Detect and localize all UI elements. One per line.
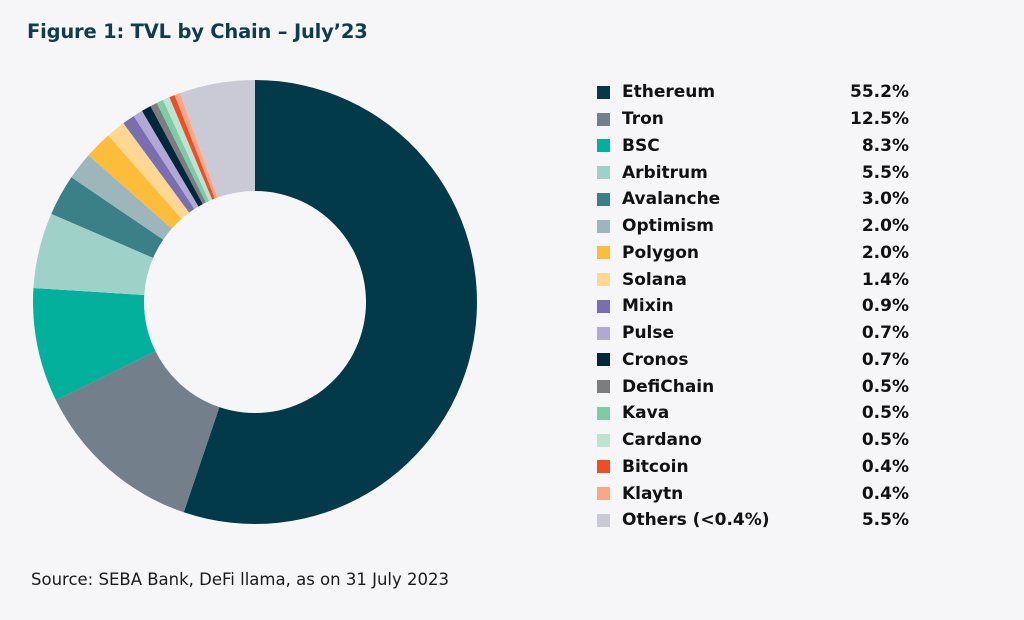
legend-value: 12.5%: [850, 109, 909, 130]
legend-swatch: [597, 380, 610, 394]
donut-slice-mixin: [123, 116, 195, 213]
legend-item: Ethereum 55.2%: [597, 79, 909, 106]
legend-label: Tron: [622, 109, 664, 130]
legend-swatch: [597, 513, 610, 527]
legend-label: Mixin: [622, 296, 674, 317]
legend-value: 0.7%: [861, 323, 909, 344]
legend-label: DefiChain: [622, 376, 715, 397]
legend-value: 0.7%: [861, 349, 909, 370]
legend-swatch: [597, 166, 610, 180]
legend-item: Cronos 0.7%: [597, 347, 909, 374]
legend-item: DefiChain 0.5%: [597, 373, 909, 400]
legend-value: 0.4%: [861, 483, 909, 504]
legend-item: Others (<0.4%) 5.5%: [597, 507, 909, 534]
legend-swatch: [597, 487, 610, 501]
legend-label: Cronos: [622, 349, 689, 370]
legend-label: Ethereum: [622, 82, 716, 103]
donut-slice-solana: [108, 123, 190, 219]
legend-item: Bitcoin 0.4%: [597, 454, 909, 481]
legend-value: 8.3%: [861, 135, 909, 156]
legend-value: 5.5%: [861, 510, 909, 531]
chart-legend: Ethereum 55.2% Tron 12.5% BSC 8.3% Arbitrum 5.5…: [597, 79, 909, 534]
legend-swatch: [597, 460, 610, 474]
donut-slice-ethereum: [183, 80, 478, 524]
legend-item: Tron 12.5%: [597, 106, 909, 133]
legend-item: Avalanche 3.0%: [597, 186, 909, 213]
legend-swatch: [597, 299, 610, 313]
legend-label: Cardano: [622, 430, 702, 451]
donut-slice-cronos: [141, 106, 203, 207]
legend-item: Cardano 0.5%: [597, 427, 909, 454]
donut-slice-bsc: [32, 288, 156, 401]
legend-value: 5.5%: [861, 162, 909, 183]
legend-swatch: [597, 85, 610, 99]
donut-slice-tron: [55, 351, 220, 513]
donut-slice-others-0-4: [179, 80, 255, 198]
donut-slice-bitcoin: [169, 95, 215, 200]
legend-value: 3.0%: [861, 189, 909, 210]
donut-slice-arbitrum: [33, 213, 154, 296]
chart-title: Figure 1: TVL by Chain – July’23: [27, 20, 368, 43]
legend-value: 0.9%: [861, 296, 909, 317]
legend-value: 0.4%: [861, 456, 909, 477]
legend-item: Klaytn 0.4%: [597, 480, 909, 507]
legend-label: Arbitrum: [622, 162, 708, 183]
legend-swatch: [597, 192, 610, 206]
donut-chart: [32, 80, 478, 524]
legend-item: BSC 8.3%: [597, 133, 909, 160]
donut-slice-optimism: [71, 155, 172, 240]
legend-label: Polygon: [622, 242, 699, 263]
donut-slice-klaytn: [174, 93, 218, 199]
donut-slice-kava: [156, 99, 210, 203]
legend-swatch: [597, 219, 610, 233]
legend-swatch: [597, 112, 610, 126]
legend-label: Pulse: [622, 323, 675, 344]
legend-value: 1.4%: [861, 269, 909, 290]
legend-label: Kava: [622, 403, 670, 424]
legend-label: BSC: [622, 135, 660, 156]
donut-slice-avalanche: [51, 177, 164, 258]
legend-swatch: [597, 353, 610, 367]
legend-label: Others (<0.4%): [622, 510, 770, 531]
donut-slice-polygon: [88, 135, 182, 229]
legend-label: Klaytn: [622, 483, 684, 504]
legend-swatch: [597, 433, 610, 447]
legend-item: Solana 1.4%: [597, 266, 909, 293]
legend-swatch: [597, 139, 610, 153]
legend-value: 2.0%: [861, 216, 909, 237]
legend-item: Kava 0.5%: [597, 400, 909, 427]
legend-item: Polygon 2.0%: [597, 240, 909, 267]
legend-item: Pulse 0.7%: [597, 320, 909, 347]
legend-item: Mixin 0.9%: [597, 293, 909, 320]
legend-label: Bitcoin: [622, 456, 689, 477]
legend-swatch: [597, 273, 610, 287]
legend-item: Optimism 2.0%: [597, 213, 909, 240]
donut-slice-pulse: [133, 110, 199, 210]
donut-slice-defichain: [150, 102, 206, 205]
source-note: Source: SEBA Bank, DeFi llama, as on 31 …: [31, 570, 449, 589]
legend-label: Avalanche: [622, 189, 721, 210]
legend-item: Arbitrum 5.5%: [597, 159, 909, 186]
legend-label: Optimism: [622, 216, 714, 237]
legend-label: Solana: [622, 269, 687, 290]
legend-value: 2.0%: [861, 242, 909, 263]
legend-swatch: [597, 326, 610, 340]
legend-value: 55.2%: [850, 82, 909, 103]
legend-swatch: [597, 406, 610, 420]
legend-value: 0.5%: [861, 430, 909, 451]
legend-value: 0.5%: [861, 376, 909, 397]
legend-value: 0.5%: [861, 403, 909, 424]
legend-swatch: [597, 246, 610, 260]
donut-slice-cardano: [163, 97, 213, 201]
